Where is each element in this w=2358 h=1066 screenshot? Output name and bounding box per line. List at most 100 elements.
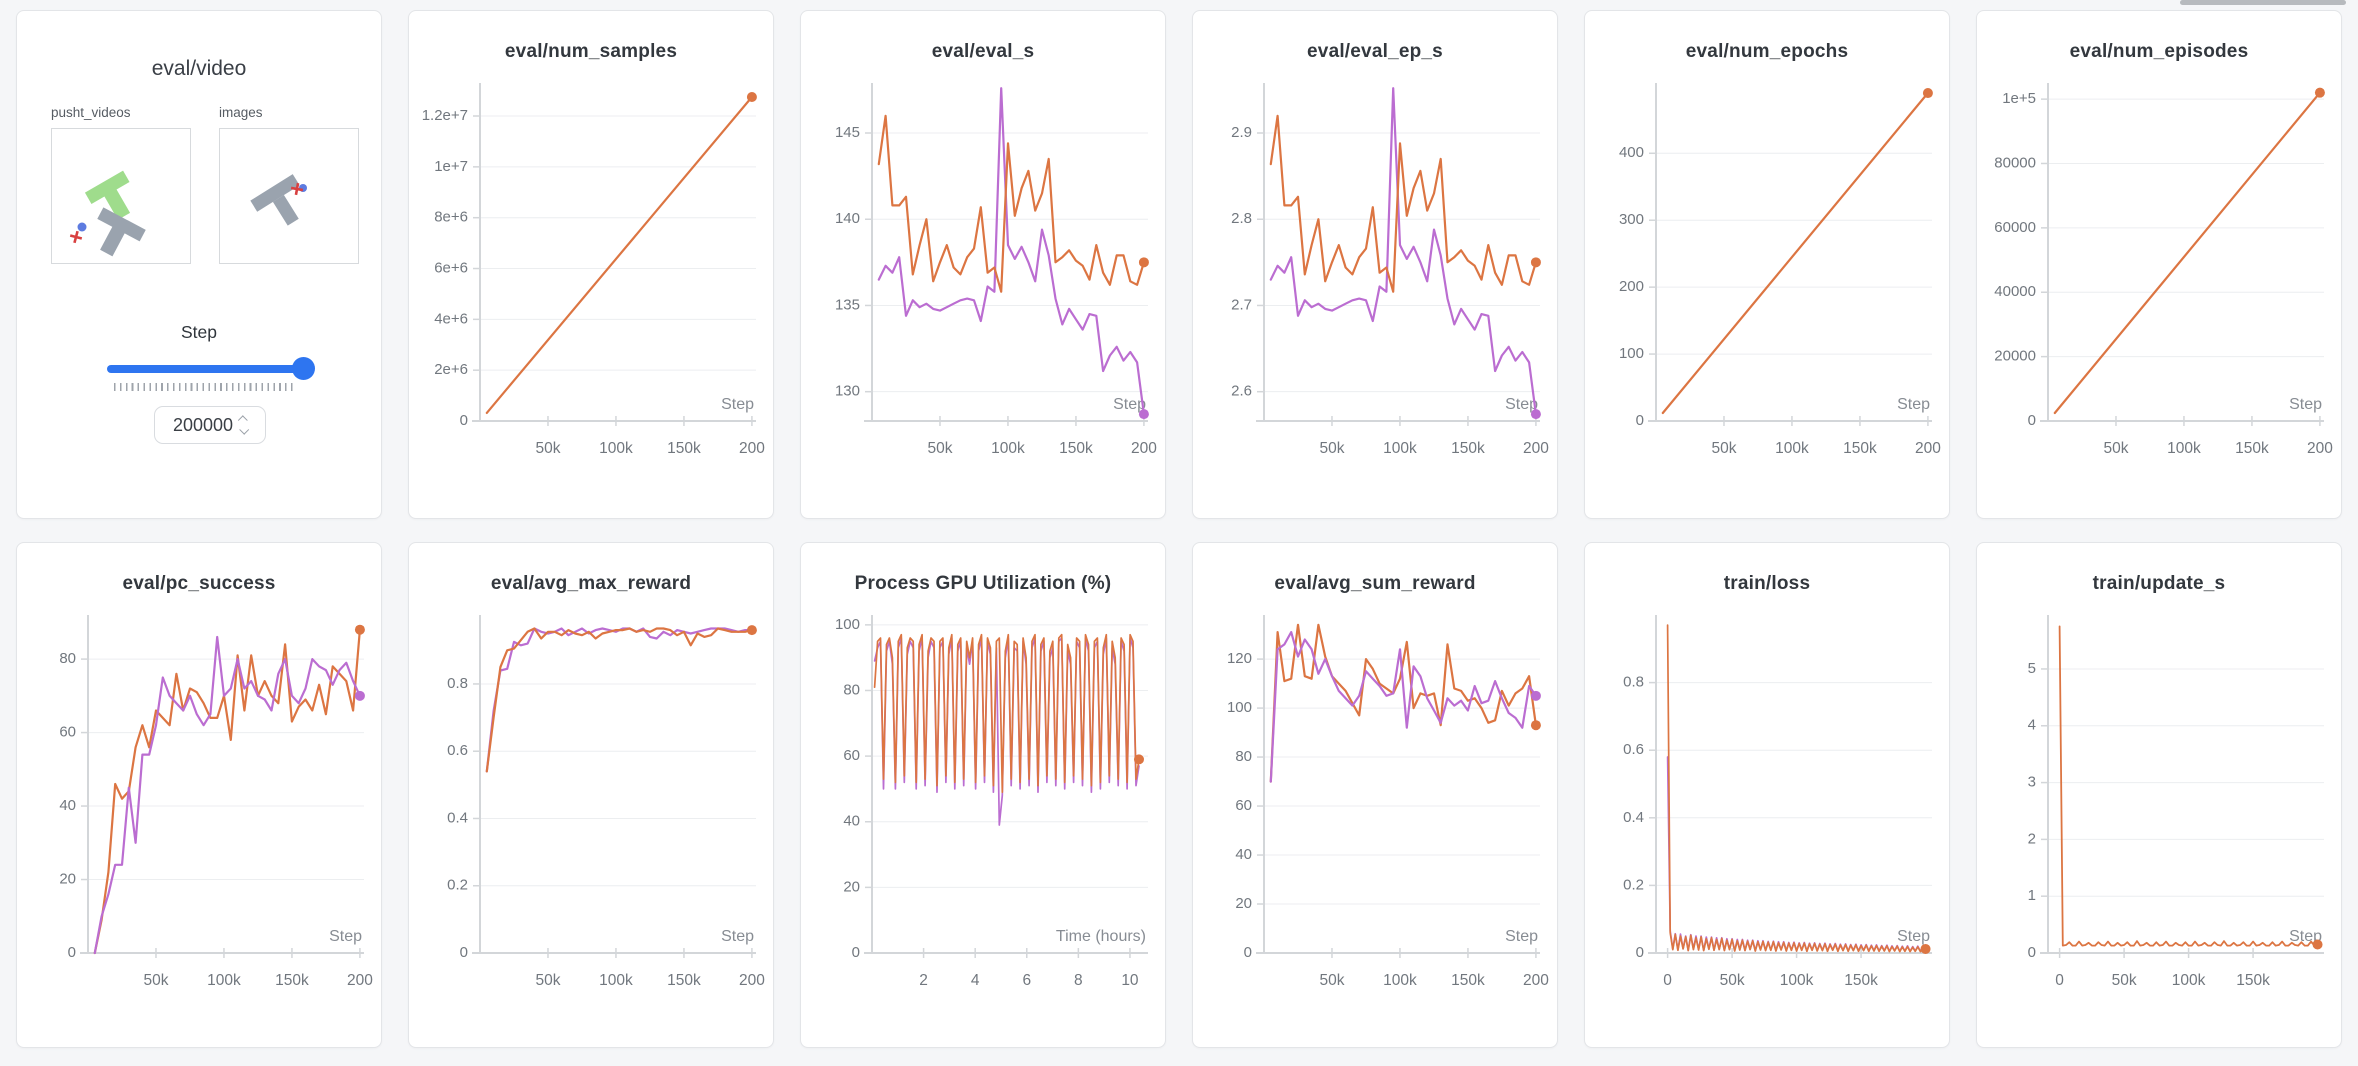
svg-text:0: 0 [2055, 972, 2064, 989]
slider-thumb[interactable] [292, 357, 315, 380]
chart-title: eval/pc_success [122, 573, 276, 594]
line-chart[interactable]: 0 20 40 60 80 100 2 4 6 8 10 Time (hours) [806, 601, 1160, 1021]
chart-title: eval/eval_ep_s [1307, 41, 1443, 62]
chart-panel: Process GPU Utilization (%) 0 20 40 60 80 100… [800, 542, 1166, 1048]
line-chart[interactable]: 0 20000 40000 60000 80000 1e+5 50k 100k 150k 200 S… [1982, 69, 2336, 489]
svg-text:2: 2 [919, 972, 928, 989]
line-chart[interactable]: 130 135 140 145 50k 100k 150k 200 Step [806, 69, 1160, 489]
media-label: pusht_videos [51, 105, 131, 120]
svg-text:Step: Step [329, 928, 362, 945]
svg-text:50k: 50k [927, 440, 952, 457]
svg-text:200: 200 [1523, 440, 1549, 457]
stepper-down-icon[interactable] [239, 424, 250, 435]
svg-text:Step: Step [1505, 396, 1538, 413]
svg-text:0: 0 [460, 412, 468, 429]
chart-panel: eval/eval_s 130 135 140 145 50k 100k 150k 200 St… [800, 10, 1166, 519]
line-chart[interactable]: 0 2e+6 4e+6 6e+6 8e+6 1e+7 1.2e+7 50k 100k 150k 20… [414, 69, 768, 489]
line-chart[interactable]: 0 0.2 0.4 0.6 0.8 50k 100k 150k 200 Step [414, 601, 768, 1021]
line-chart[interactable]: 2.6 2.7 2.8 2.9 50k 100k 150k 200 Step [1198, 69, 1552, 489]
images-thumbnail[interactable] [219, 128, 359, 264]
svg-text:200: 200 [1619, 278, 1644, 295]
svg-text:0: 0 [1663, 972, 1672, 989]
chart-panel: eval/avg_sum_reward 0 20 40 60 80 100 120 50k 10… [1192, 542, 1558, 1048]
svg-text:150k: 150k [1059, 440, 1093, 457]
svg-text:150k: 150k [1844, 972, 1878, 989]
step-slider[interactable] [107, 357, 315, 380]
svg-text:0.8: 0.8 [447, 675, 468, 692]
svg-text:2.7: 2.7 [1231, 296, 1252, 313]
svg-text:50k: 50k [1319, 972, 1344, 989]
svg-text:40: 40 [1235, 846, 1252, 863]
svg-text:100k: 100k [2172, 972, 2206, 989]
svg-text:20: 20 [1235, 895, 1252, 912]
chart-title: eval/num_samples [504, 41, 678, 62]
svg-text:0.6: 0.6 [447, 742, 468, 759]
line-chart[interactable]: 0 20 40 60 80 50k 100k 150k 200 Step [22, 601, 376, 1021]
svg-text:0.4: 0.4 [1623, 809, 1644, 826]
chart-title: eval/num_episodes [2069, 41, 2249, 62]
svg-text:145: 145 [835, 124, 860, 141]
svg-text:6: 6 [1022, 972, 1031, 989]
svg-text:0: 0 [1244, 944, 1252, 961]
chart-title: eval/avg_sum_reward [1274, 573, 1476, 594]
chart-title: eval/avg_max_reward [490, 573, 692, 594]
svg-text:140: 140 [835, 210, 860, 227]
svg-text:1.2e+7: 1.2e+7 [422, 107, 468, 124]
chart-panel: eval/avg_max_reward 0 0.2 0.4 0.6 0.8 50k 100k… [408, 542, 774, 1048]
svg-text:150k: 150k [667, 972, 701, 989]
media-label: images [219, 105, 263, 120]
svg-text:50k: 50k [2112, 972, 2137, 989]
svg-text:80000: 80000 [1994, 154, 2036, 171]
line-chart[interactable]: 0 20 40 60 80 100 120 50k 100k 150k 200 Step [1198, 601, 1552, 1021]
svg-text:Step: Step [1505, 928, 1538, 945]
svg-text:0.2: 0.2 [1623, 876, 1644, 893]
svg-text:Step: Step [2289, 396, 2322, 413]
pusht-video-thumbnail[interactable] [51, 128, 191, 264]
chart-panel: eval/eval_ep_s 2.6 2.7 2.8 2.9 50k 100k 150k 20… [1192, 10, 1558, 519]
svg-text:50k: 50k [1720, 972, 1745, 989]
step-input-value: 200000 [172, 414, 234, 435]
svg-text:0: 0 [852, 944, 860, 961]
chart-title: eval/eval_s [931, 41, 1035, 62]
line-chart[interactable]: 0 100 200 300 400 50k 100k 150k 200 Step [1590, 69, 1944, 489]
svg-text:4: 4 [971, 972, 980, 989]
chart-panel: eval/num_samples 0 2e+6 4e+6 6e+6 8e+6 1e+7 1.… [408, 10, 774, 519]
svg-text:0: 0 [460, 944, 468, 961]
chart-panel: eval/num_episodes 0 20000 40000 60000 80000 1… [1976, 10, 2342, 519]
video-panel: eval/video pusht_videos [16, 10, 382, 519]
svg-text:4e+6: 4e+6 [434, 310, 468, 327]
svg-text:Step: Step [1897, 928, 1930, 945]
svg-text:80: 80 [59, 650, 76, 667]
line-chart[interactable]: 0 0.2 0.4 0.6 0.8 0 50k 100k 150k Step [1590, 601, 1944, 1021]
svg-text:4: 4 [2028, 717, 2036, 734]
svg-text:135: 135 [835, 296, 860, 313]
chart-title: Process GPU Utilization (%) [854, 573, 1112, 594]
svg-text:80: 80 [843, 681, 860, 698]
svg-text:0: 0 [2028, 944, 2036, 961]
svg-text:200: 200 [2307, 440, 2333, 457]
svg-text:0.8: 0.8 [1623, 674, 1644, 691]
target-cross-icon [290, 182, 304, 196]
svg-text:2.9: 2.9 [1231, 124, 1252, 141]
chart-title: train/update_s [2092, 573, 2226, 594]
svg-text:40: 40 [843, 813, 860, 830]
line-chart[interactable]: 0 1 2 3 4 5 0 50k 100k 150k Step [1982, 601, 2336, 1021]
svg-text:1: 1 [2028, 887, 2036, 904]
svg-text:50k: 50k [1319, 440, 1344, 457]
stepper-up-icon[interactable] [237, 415, 248, 426]
svg-text:150k: 150k [2236, 972, 2270, 989]
svg-text:60: 60 [843, 747, 860, 764]
svg-text:100k: 100k [2167, 440, 2201, 457]
chart-panel: train/loss 0 0.2 0.4 0.6 0.8 0 50k 100k 150k Step [1584, 542, 1950, 1048]
svg-text:2.6: 2.6 [1231, 383, 1252, 400]
slider-track[interactable] [107, 365, 309, 373]
svg-text:50k: 50k [143, 972, 168, 989]
svg-text:0: 0 [1636, 412, 1644, 429]
svg-text:100k: 100k [207, 972, 241, 989]
step-slider-label: Step [181, 322, 217, 342]
svg-text:Time (hours): Time (hours) [1056, 928, 1146, 945]
step-input[interactable]: 200000 [154, 406, 266, 444]
svg-text:0: 0 [1636, 944, 1644, 961]
horizontal-scrollbar[interactable] [2180, 0, 2346, 5]
